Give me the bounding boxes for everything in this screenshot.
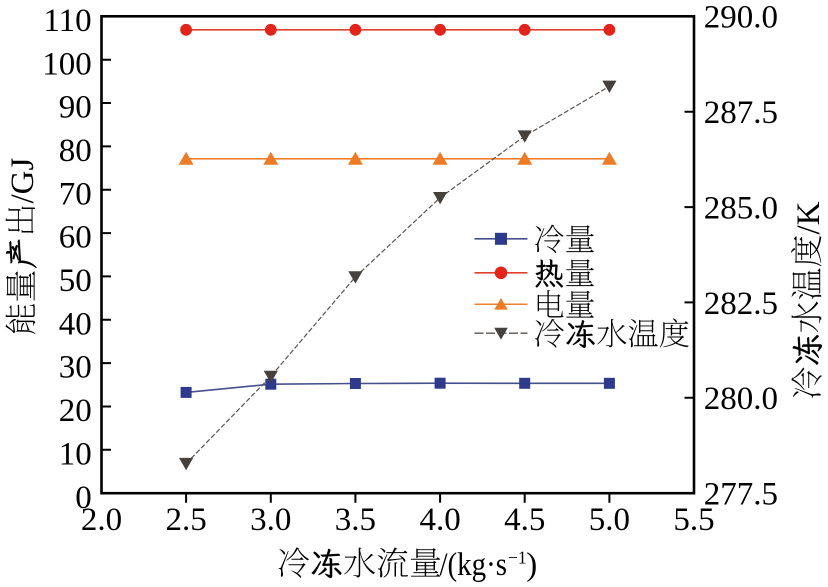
svg-text:5.5: 5.5 <box>673 502 714 538</box>
svg-text:90: 90 <box>59 90 92 126</box>
svg-text:0: 0 <box>75 480 92 516</box>
svg-text:): ) <box>526 547 537 583</box>
svg-text:4.5: 4.5 <box>504 502 545 538</box>
svg-text:3.5: 3.5 <box>335 502 376 538</box>
svg-text:40: 40 <box>59 306 92 342</box>
svg-text:10: 10 <box>59 436 92 472</box>
svg-text:290.0: 290.0 <box>704 0 778 36</box>
svg-text:280.0: 280.0 <box>704 381 778 417</box>
svg-text:/K: /K <box>791 201 827 234</box>
svg-text:−1: −1 <box>508 548 527 568</box>
svg-text:50: 50 <box>59 263 92 299</box>
svg-text:2.5: 2.5 <box>165 502 206 538</box>
svg-text:287.5: 287.5 <box>704 95 778 131</box>
svg-text:282.5: 282.5 <box>704 286 778 322</box>
svg-text:110: 110 <box>43 3 91 39</box>
svg-text:30: 30 <box>59 350 92 386</box>
svg-text:/GJ: /GJ <box>5 158 41 204</box>
svg-text:/(kg·s: /(kg·s <box>440 547 508 583</box>
svg-text:80: 80 <box>59 133 92 169</box>
svg-text:277.5: 277.5 <box>704 477 778 513</box>
svg-text:20: 20 <box>59 393 92 429</box>
svg-text:4.0: 4.0 <box>419 502 460 538</box>
svg-text:60: 60 <box>59 220 92 256</box>
svg-text:70: 70 <box>59 176 92 212</box>
svg-text:5.0: 5.0 <box>589 502 630 538</box>
svg-text:285.0: 285.0 <box>704 191 778 227</box>
svg-text:3.0: 3.0 <box>250 502 291 538</box>
svg-text:2.0: 2.0 <box>81 502 122 538</box>
svg-text:100: 100 <box>42 46 92 82</box>
